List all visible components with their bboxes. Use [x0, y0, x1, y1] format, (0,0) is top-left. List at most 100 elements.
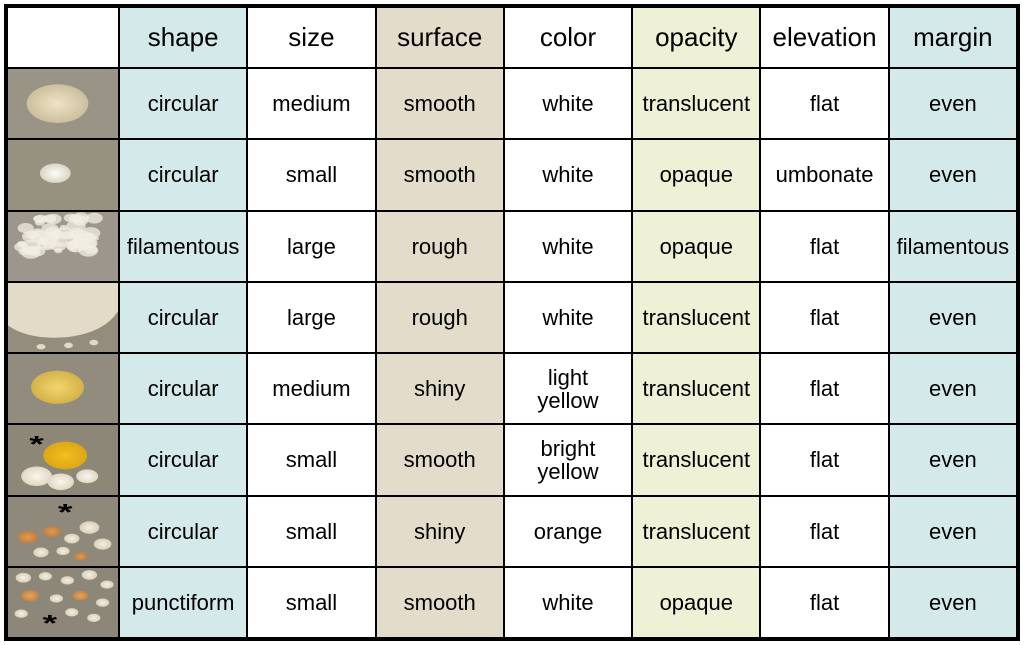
cell-size: medium — [247, 68, 375, 139]
cell-value: white — [542, 306, 593, 329]
cell-value: even — [929, 591, 977, 614]
cell-value: translucent — [642, 306, 750, 329]
sample-svg: * — [8, 425, 118, 494]
sample-cell — [7, 211, 119, 282]
cell-value: punctiform — [132, 591, 235, 614]
cell-margin: filamentous — [889, 211, 1017, 282]
asterisk-marker: * — [29, 431, 45, 457]
cell-color: bright yellow — [504, 424, 632, 495]
cell-value: even — [929, 377, 977, 400]
cell-value: smooth — [404, 163, 476, 186]
cell-shape: circular — [119, 424, 247, 495]
cell-margin: even — [889, 496, 1017, 567]
sample-svg — [8, 140, 118, 209]
cell-value: small — [286, 520, 337, 543]
cell-surface: shiny — [376, 496, 504, 567]
sample-svg: * — [8, 568, 118, 637]
cell-color: white — [504, 68, 632, 139]
cell-surface: shiny — [376, 353, 504, 424]
cell-color: light yellow — [504, 353, 632, 424]
header-opacity: opacity — [632, 7, 760, 68]
cell-color: white — [504, 282, 632, 353]
header-margin: margin — [889, 7, 1017, 68]
header-label: margin — [913, 24, 992, 51]
cell-value: circular — [148, 377, 219, 400]
cell-surface: rough — [376, 282, 504, 353]
sample-svg: * — [8, 497, 118, 566]
cell-color: white — [504, 211, 632, 282]
header-label: elevation — [773, 24, 877, 51]
cell-margin: even — [889, 282, 1017, 353]
cell-value: white — [542, 92, 593, 115]
asterisk-marker: * — [58, 498, 74, 524]
cell-shape: circular — [119, 139, 247, 210]
asterisk-marker: * — [43, 610, 59, 636]
sample-cell: * — [7, 567, 119, 638]
cell-elevation: flat — [760, 211, 888, 282]
cell-margin: even — [889, 424, 1017, 495]
cell-value: rough — [412, 306, 468, 329]
cell-size: small — [247, 424, 375, 495]
cell-value: circular — [148, 306, 219, 329]
cell-value: white — [542, 163, 593, 186]
cell-value: bright yellow — [537, 437, 598, 483]
header-surface: surface — [376, 7, 504, 68]
cell-value: flat — [810, 591, 839, 614]
cell-value: flat — [810, 448, 839, 471]
cell-value: white — [542, 235, 593, 258]
cell-value: opaque — [660, 591, 733, 614]
cell-size: medium — [247, 353, 375, 424]
cell-value: translucent — [642, 377, 750, 400]
sample-svg — [8, 212, 118, 281]
cell-value: large — [287, 235, 336, 258]
cell-surface: smooth — [376, 139, 504, 210]
cell-value: flat — [810, 92, 839, 115]
header-blank — [7, 7, 119, 68]
cell-value: even — [929, 163, 977, 186]
cell-value: smooth — [404, 591, 476, 614]
colony-morphology-table: shapesizesurfacecoloropacityelevationmar… — [4, 4, 1020, 641]
sample-cell: * — [7, 496, 119, 567]
sample-cell — [7, 282, 119, 353]
cell-opacity: translucent — [632, 282, 760, 353]
cell-value: small — [286, 163, 337, 186]
cell-value: shiny — [414, 520, 465, 543]
cell-shape: circular — [119, 353, 247, 424]
cell-value: small — [286, 448, 337, 471]
cell-value: flat — [810, 235, 839, 258]
cell-value: translucent — [642, 92, 750, 115]
cell-opacity: opaque — [632, 567, 760, 638]
cell-opacity: translucent — [632, 424, 760, 495]
header-label: surface — [397, 24, 482, 51]
cell-size: large — [247, 282, 375, 353]
cell-value: medium — [272, 377, 350, 400]
cell-value: smooth — [404, 448, 476, 471]
cell-margin: even — [889, 567, 1017, 638]
cell-value: rough — [412, 235, 468, 258]
cell-value: large — [287, 306, 336, 329]
sample-cell — [7, 68, 119, 139]
cell-value: filamentous — [127, 235, 240, 258]
cell-value: even — [929, 448, 977, 471]
cell-opacity: opaque — [632, 211, 760, 282]
cell-shape: filamentous — [119, 211, 247, 282]
cell-value: translucent — [642, 520, 750, 543]
header-label: shape — [148, 24, 219, 51]
cell-opacity: opaque — [632, 139, 760, 210]
header-size: size — [247, 7, 375, 68]
cell-value: flat — [810, 377, 839, 400]
cell-surface: rough — [376, 211, 504, 282]
cell-value: even — [929, 92, 977, 115]
cell-elevation: flat — [760, 424, 888, 495]
cell-color: orange — [504, 496, 632, 567]
cell-value: orange — [534, 520, 603, 543]
header-elevation: elevation — [760, 7, 888, 68]
cell-size: small — [247, 139, 375, 210]
cell-elevation: umbonate — [760, 139, 888, 210]
cell-value: smooth — [404, 92, 476, 115]
cell-value: circular — [148, 163, 219, 186]
sample-svg — [8, 69, 118, 138]
sample-svg — [8, 283, 118, 352]
cell-value: filamentous — [897, 235, 1010, 258]
cell-shape: circular — [119, 496, 247, 567]
